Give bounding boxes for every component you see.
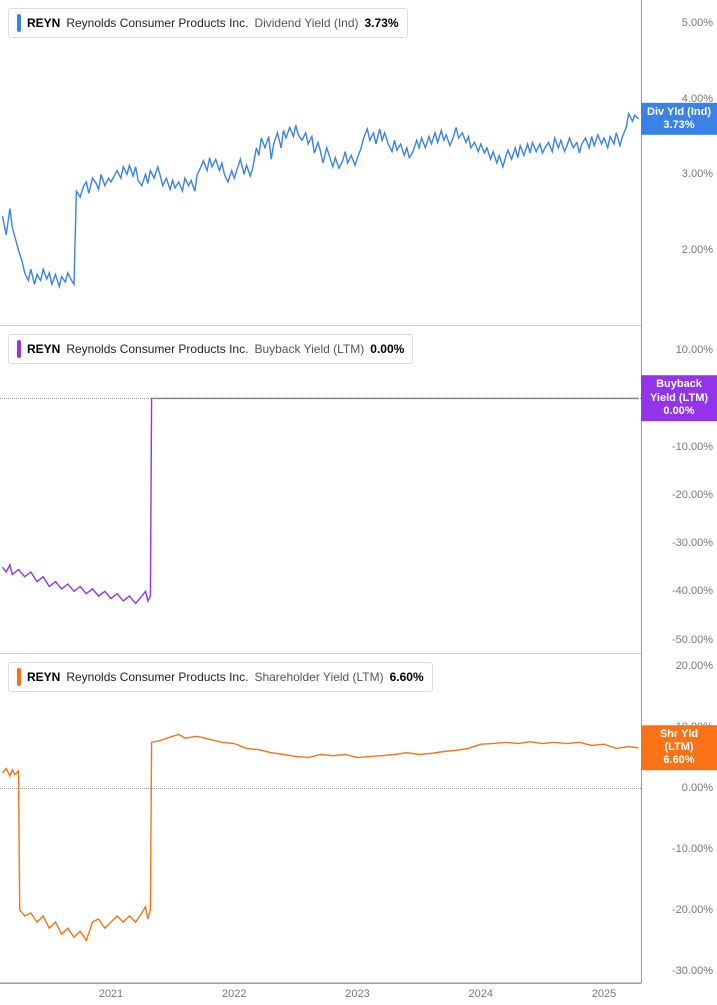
value-tag-label: Buyback Yield (LTM) <box>647 379 711 405</box>
legend-box: REYN Reynolds Consumer Products Inc. Divid… <box>8 8 408 38</box>
value-tag-value: 3.73% <box>647 119 711 132</box>
y-tick-label: -20.00% <box>672 904 713 916</box>
legend-metric: Shareholder Yield (LTM) <box>254 670 383 684</box>
legend-company: Reynolds Consumer Products Inc. <box>66 670 248 684</box>
x-tick-label: 2025 <box>592 988 616 1000</box>
y-tick-label: 2.00% <box>682 244 713 256</box>
y-tick-label: -50.00% <box>672 634 713 646</box>
chart-panel-0: REYN Reynolds Consumer Products Inc. Divid… <box>0 0 641 326</box>
legend-company: Reynolds Consumer Products Inc. <box>66 16 248 30</box>
legend-value: 0.00% <box>370 342 404 356</box>
y-tick-label: -20.00% <box>672 489 713 501</box>
value-tag-value: 0.00% <box>647 405 711 418</box>
legend-value: 3.73% <box>365 16 399 30</box>
y-tick-label: 0.00% <box>682 782 713 794</box>
chart-panel-2: REYN Reynolds Consumer Products Inc. Share… <box>0 654 641 983</box>
y-tick-label: -10.00% <box>672 843 713 855</box>
value-tag-label: Shr Yld (LTM) <box>647 728 711 754</box>
x-tick-label: 2021 <box>99 988 123 1000</box>
value-tag-label: Div Yld (Ind) <box>647 106 711 119</box>
value-tag: Shr Yld (LTM)6.60% <box>641 725 717 771</box>
legend-ticker: REYN <box>27 16 60 30</box>
y-tick-label: 5.00% <box>682 17 713 29</box>
chart-line-0 <box>0 0 641 326</box>
y-tick-label: -10.00% <box>672 441 713 453</box>
y-tick-label: -30.00% <box>672 537 713 549</box>
value-tag: Div Yld (Ind)3.73% <box>641 103 717 135</box>
y-tick-label: 10.00% <box>676 344 713 356</box>
zero-line <box>0 398 641 399</box>
chart-line-1 <box>0 326 641 654</box>
value-tag-value: 6.60% <box>647 754 711 767</box>
y-tick-label: 20.00% <box>676 660 713 672</box>
legend-box: REYN Reynolds Consumer Products Inc. Share… <box>8 662 433 692</box>
y-tick-label: -30.00% <box>672 965 713 977</box>
y-tick-label: 3.00% <box>682 168 713 180</box>
chart-line-2 <box>0 654 641 983</box>
chart-panel-1: REYN Reynolds Consumer Products Inc. Buyba… <box>0 326 641 654</box>
legend-box: REYN Reynolds Consumer Products Inc. Buyba… <box>8 334 413 364</box>
legend-metric: Dividend Yield (Ind) <box>254 16 358 30</box>
x-tick-label: 2022 <box>222 988 246 1000</box>
legend-ticker: REYN <box>27 670 60 684</box>
x-axis: 2021 2022 2023 2024 2025 <box>0 983 641 1005</box>
legend-ticker: REYN <box>27 342 60 356</box>
y-axis-area: 2.00%3.00%4.00%5.00%Div Yld (Ind)3.73%-5… <box>641 0 717 983</box>
legend-color-tick <box>17 668 21 686</box>
legend-color-tick <box>17 14 21 32</box>
x-tick-label: 2024 <box>469 988 493 1000</box>
legend-color-tick <box>17 340 21 358</box>
legend-metric: Buyback Yield (LTM) <box>254 342 364 356</box>
legend-value: 6.60% <box>390 670 424 684</box>
legend-company: Reynolds Consumer Products Inc. <box>66 342 248 356</box>
zero-line <box>0 788 641 789</box>
value-tag: Buyback Yield (LTM)0.00% <box>641 376 717 422</box>
y-tick-label: -40.00% <box>672 585 713 597</box>
x-tick-label: 2023 <box>345 988 369 1000</box>
